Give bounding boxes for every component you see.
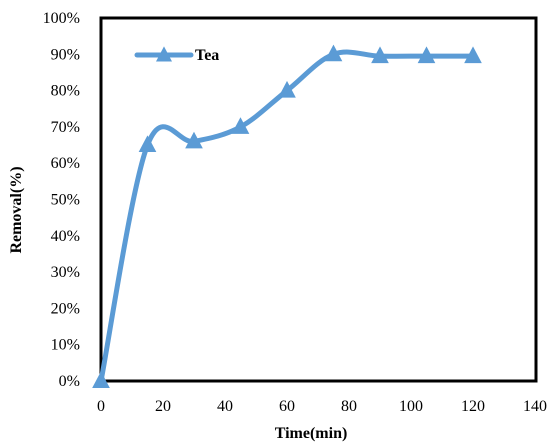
y-tick-label: 40% xyxy=(51,228,80,245)
y-tick-label: 20% xyxy=(51,300,80,317)
data-point-marker xyxy=(138,135,157,153)
y-tick-label: 10% xyxy=(51,337,80,354)
y-tick-label: 60% xyxy=(51,155,80,172)
x-tick-label: 60 xyxy=(279,398,295,415)
y-tick-label: 50% xyxy=(51,192,80,209)
data-point-marker xyxy=(417,46,436,64)
x-tick-label: 120 xyxy=(461,398,485,415)
data-point-marker xyxy=(464,46,482,64)
data-point-marker xyxy=(92,371,110,388)
data-point-marker xyxy=(371,46,389,64)
x-axis-title: Time(min) xyxy=(275,425,348,442)
y-axis-title: Removal(%) xyxy=(8,166,25,253)
data-point-marker xyxy=(278,80,296,98)
x-tick-label: 140 xyxy=(523,398,547,415)
y-tick-label: 0% xyxy=(59,373,80,390)
x-tick-label: 80 xyxy=(341,398,357,415)
x-tick-label: 100 xyxy=(399,398,423,415)
y-tick-label: 90% xyxy=(51,46,80,63)
y-tick-label: 30% xyxy=(51,264,80,281)
y-tick-label: 70% xyxy=(51,119,80,136)
legend-marker-tea xyxy=(156,46,172,62)
plot-area-border xyxy=(99,16,538,383)
series-line-tea xyxy=(98,49,476,384)
legend-label-tea: Tea xyxy=(195,47,219,64)
x-tick-label: 40 xyxy=(217,398,233,415)
x-tick-label: 0 xyxy=(97,398,105,415)
data-point-marker xyxy=(231,117,250,134)
y-tick-label: 100% xyxy=(43,10,80,27)
data-point-marker xyxy=(324,44,343,62)
y-tick-label: 80% xyxy=(51,83,80,100)
x-tick-label: 20 xyxy=(155,398,171,415)
data-point-marker xyxy=(185,131,203,149)
